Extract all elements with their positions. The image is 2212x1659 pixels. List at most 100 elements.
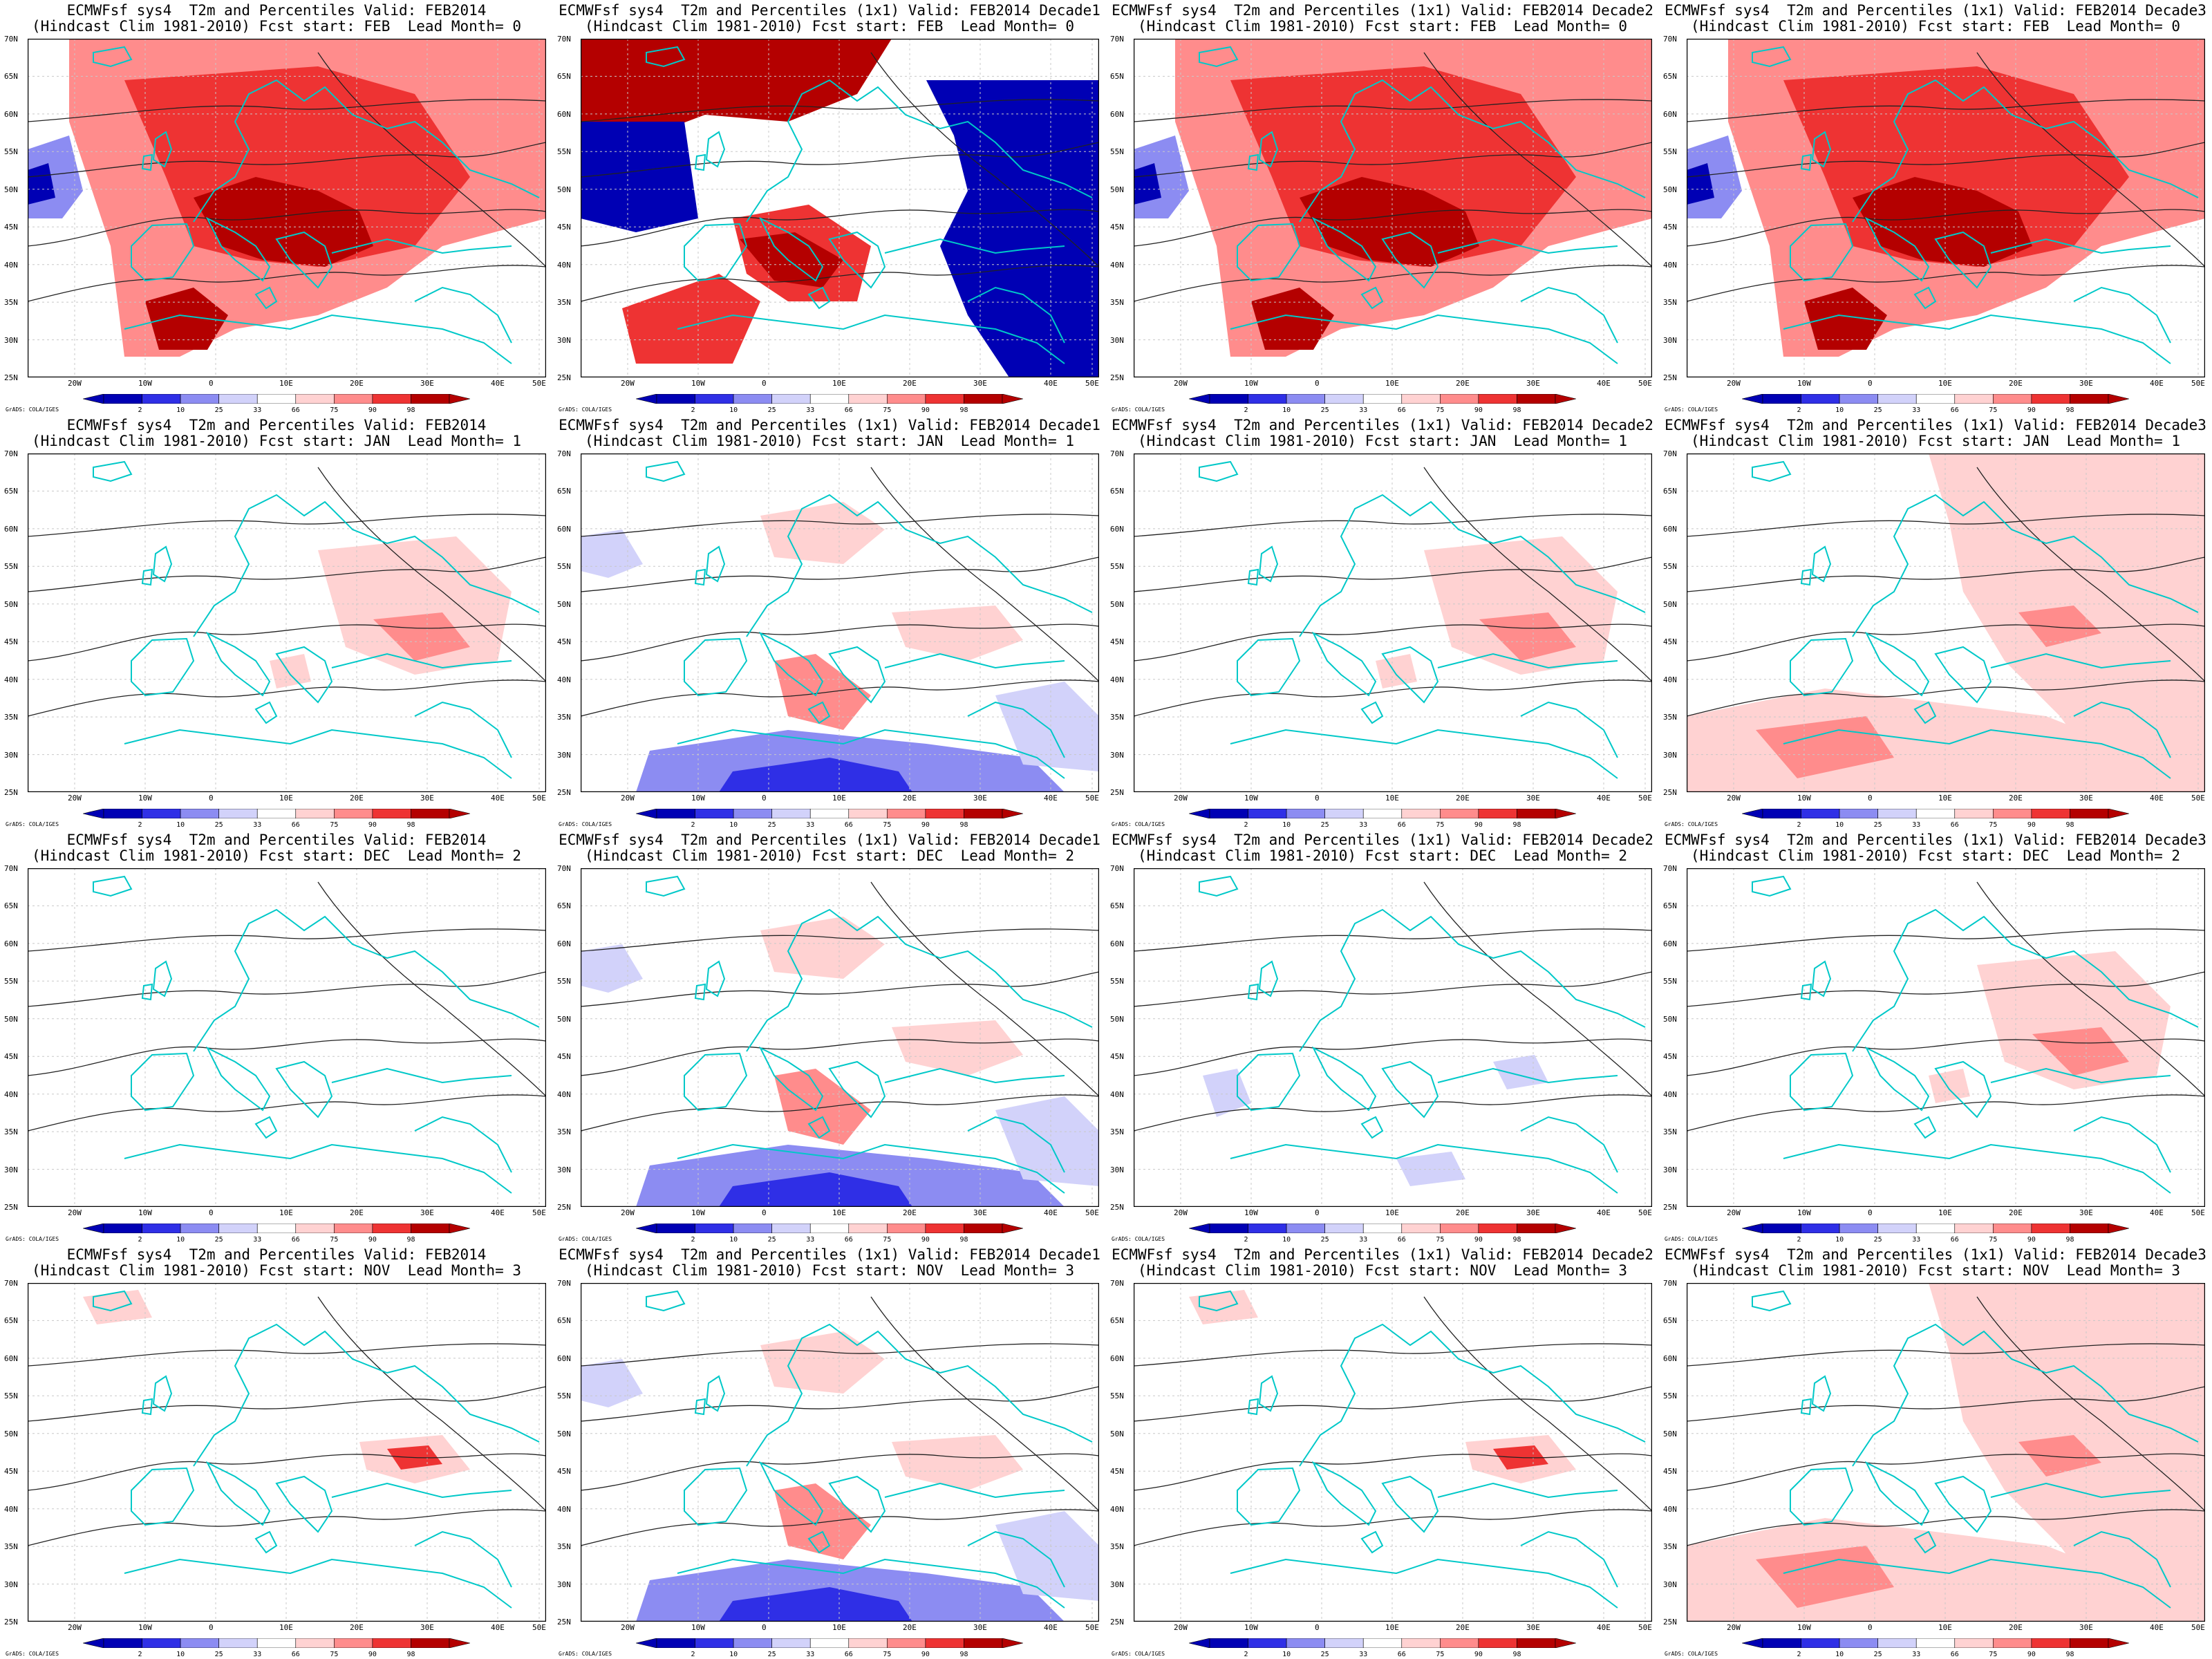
latitude-label: 45N (1663, 637, 1677, 647)
colorbar-segment (1324, 1638, 1364, 1648)
temperature-contour (1976, 52, 2205, 268)
longitude-label: 40E (1597, 379, 1611, 388)
latitude-label: 50N (1110, 185, 1124, 194)
percentile-shading (1929, 1069, 1970, 1103)
longitude-label: 0 (209, 1623, 214, 1632)
colorbar-label: 75 (1989, 406, 1998, 414)
map-panel: ECMWFsf sys4 T2m and Percentiles (1x1) V… (1106, 0, 1659, 415)
colorbar-label: 98 (959, 1651, 968, 1658)
percentile-shading (774, 1483, 871, 1559)
longitude-label: 0 (1868, 1208, 1873, 1217)
colorbar-segment (887, 809, 926, 818)
coastline (1752, 875, 2199, 1194)
latitude-label: 60N (557, 109, 571, 119)
map-panel: ECMWFsf sys4 T2m and Percentiles (1x1) V… (1106, 830, 1659, 1244)
latitude-label: 50N (4, 185, 18, 194)
percentile-shading (1493, 1055, 1548, 1089)
latitude-label: 25N (557, 788, 571, 797)
latitude-label: 25N (1663, 788, 1677, 797)
colorbar (1742, 394, 2129, 404)
colorbar-segment (848, 809, 888, 818)
colorbar-segment (1954, 809, 1994, 818)
latitude-label: 60N (4, 1353, 18, 1363)
colorbar-segment (142, 394, 181, 404)
temperature-contour (1687, 928, 2205, 952)
latitude-label: 65N (1663, 72, 1677, 82)
colorbar-segment (695, 1638, 734, 1648)
latitude-label: 60N (557, 1353, 571, 1363)
temperature-contour (28, 624, 546, 662)
latitude-label: 45N (4, 1052, 18, 1062)
temperature-contour (1687, 1509, 2205, 1546)
latitude-label: 35N (1663, 298, 1677, 308)
map-svg (581, 453, 1099, 792)
panel-title-line1: ECMWFsf sys4 T2m and Percentiles (1x1) V… (559, 832, 1100, 848)
colorbar-label: 90 (368, 406, 377, 414)
temperature-contour (28, 1038, 546, 1076)
longitude-label: 10E (832, 379, 846, 388)
map-panel: ECMWFsf sys4 T2m and Percentiles Valid: … (0, 830, 553, 1244)
longitude-label: 30E (2079, 1623, 2093, 1632)
latitude-label: 65N (1110, 487, 1124, 496)
colorbar-segment (218, 1224, 258, 1233)
panel-title: ECMWFsf sys4 T2m and Percentiles (1x1) V… (1106, 3, 1659, 35)
longitude-label: 20E (2009, 794, 2023, 803)
colorbar-segment (411, 809, 450, 818)
colorbar-segment (809, 394, 850, 404)
percentile-shading (622, 274, 760, 364)
colorbar-label: 2 (1797, 1651, 1801, 1658)
colorbar-label: 90 (921, 821, 930, 829)
colorbar-segment (180, 394, 219, 404)
longitude-label: 20W (1174, 1623, 1188, 1632)
colorbar-label: 10 (1282, 406, 1291, 414)
longitude-label: 30E (2079, 379, 2093, 388)
colorbar-segment (1915, 394, 1956, 404)
longitude-label: 30E (420, 1208, 434, 1217)
latitude-label: 30N (1663, 335, 1677, 345)
colorbar-label: 33 (806, 1651, 815, 1658)
latitude-label: 55N (1663, 562, 1677, 572)
temperature-contour (317, 52, 546, 268)
percentile-shading (740, 232, 843, 288)
colorbar-label: 66 (844, 821, 853, 829)
percentile-shading (760, 1331, 885, 1394)
latitude-label: 50N (1110, 1429, 1124, 1438)
colorbar-segment (1440, 1224, 1479, 1233)
temperature-contour (1134, 99, 1652, 122)
colorbar-segment (1324, 394, 1364, 404)
longitude-label: 50E (2191, 1208, 2205, 1217)
colorbar-label: 75 (1989, 1651, 1998, 1658)
colorbar-label: 10 (1835, 1651, 1844, 1658)
colorbar-label: 10 (729, 821, 738, 829)
colorbar-segment (1248, 809, 1287, 818)
longitude-label: 20E (903, 379, 917, 388)
longitude-label: 0 (762, 1208, 767, 1217)
longitude-label: 50E (532, 1208, 546, 1217)
colorbar (636, 1638, 1023, 1648)
longitude-label: 40E (491, 794, 505, 803)
colorbar-label: 10 (176, 406, 185, 414)
longitude-label: 0 (1315, 794, 1320, 803)
longitude-label: 30E (973, 1623, 987, 1632)
percentile-shading (2018, 1435, 2101, 1477)
panel-title: ECMWFsf sys4 T2m and Percentiles (1x1) V… (1659, 1247, 2212, 1279)
temperature-contour (1134, 679, 1652, 717)
colorbar-label: 25 (1320, 1651, 1329, 1658)
longitude-label: 50E (1085, 379, 1099, 388)
percentile-shading (719, 758, 912, 792)
longitude-label: 20E (903, 1623, 917, 1632)
colorbar-label: 98 (1512, 1236, 1521, 1244)
longitude-label: 20E (1456, 379, 1470, 388)
colorbar-segment (964, 1638, 1003, 1648)
colorbar-label: 33 (1359, 1236, 1368, 1244)
latitude-label: 30N (557, 750, 571, 760)
longitude-label: 30E (420, 379, 434, 388)
map-panel: ECMWFsf sys4 T2m and Percentiles (1x1) V… (1659, 415, 2212, 830)
percentile-shading (760, 502, 885, 564)
latitude-label: 35N (1663, 713, 1677, 722)
longitude-label: 10E (1938, 1623, 1952, 1632)
colorbar-segment (1801, 394, 1840, 404)
temperature-contour (28, 556, 546, 592)
percentile-map (1134, 453, 1652, 792)
latitude-label: 65N (557, 72, 571, 82)
